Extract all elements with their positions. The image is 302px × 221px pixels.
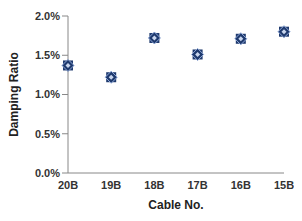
- svg-text:18B: 18B: [144, 179, 164, 191]
- svg-text:1.5%: 1.5%: [35, 49, 60, 61]
- svg-text:0.5%: 0.5%: [35, 128, 60, 140]
- svg-text:2.0%: 2.0%: [35, 10, 60, 22]
- svg-text:Cable No.: Cable No.: [148, 198, 203, 212]
- svg-text:Damping Ratio: Damping Ratio: [8, 52, 21, 137]
- svg-text:19B: 19B: [101, 179, 121, 191]
- svg-text:0.0%: 0.0%: [35, 167, 60, 179]
- svg-text:20B: 20B: [58, 179, 78, 191]
- svg-text:15B: 15B: [274, 179, 294, 191]
- svg-text:1.0%: 1.0%: [35, 88, 60, 100]
- svg-text:16B: 16B: [231, 179, 251, 191]
- svg-text:17B: 17B: [188, 179, 208, 191]
